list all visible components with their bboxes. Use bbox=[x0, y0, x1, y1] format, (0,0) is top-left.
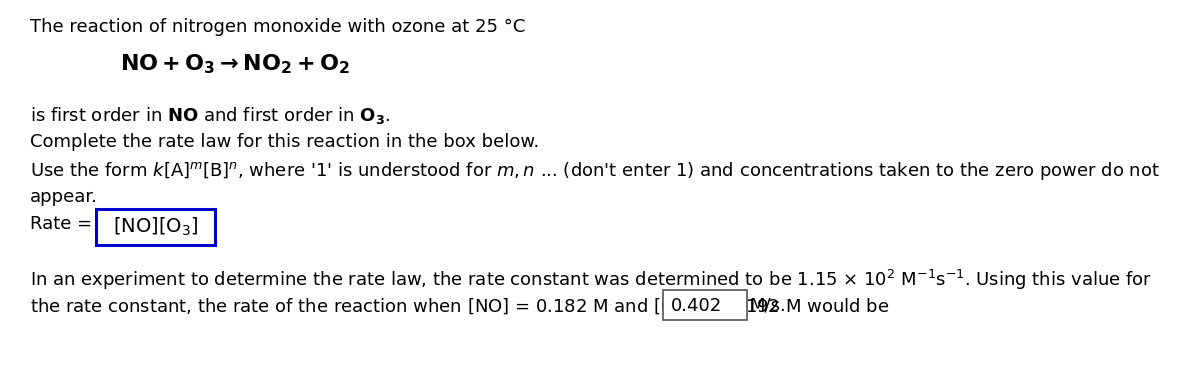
Text: In an experiment to determine the rate law, the rate constant was determined to : In an experiment to determine the rate l… bbox=[30, 268, 1152, 292]
Text: appear.: appear. bbox=[30, 188, 98, 206]
FancyBboxPatch shape bbox=[662, 290, 746, 320]
Text: Use the form $k[\mathrm{A}]^{m}[\mathrm{B}]^{n}$, where '1' is understood for $m: Use the form $k[\mathrm{A}]^{m}[\mathrm{… bbox=[30, 160, 1160, 182]
Text: M/s.: M/s. bbox=[749, 296, 786, 314]
Text: The reaction of nitrogen monoxide with ozone at 25 °C: The reaction of nitrogen monoxide with o… bbox=[30, 18, 526, 36]
FancyBboxPatch shape bbox=[96, 209, 215, 245]
Text: $\mathbf{NO + O_3 \rightarrow NO_2 + O_2}$: $\mathbf{NO + O_3 \rightarrow NO_2 + O_2… bbox=[120, 52, 350, 76]
Text: is first order in $\mathbf{NO}$ and first order in $\mathbf{O_3}$.: is first order in $\mathbf{NO}$ and firs… bbox=[30, 105, 390, 126]
Text: the rate constant, the rate of the reaction when $[\mathrm{NO}]$ = 0.182 M and $: the rate constant, the rate of the react… bbox=[30, 296, 890, 317]
Text: 0.402: 0.402 bbox=[671, 297, 722, 315]
Text: Complete the rate law for this reaction in the box below.: Complete the rate law for this reaction … bbox=[30, 133, 539, 151]
Text: Rate =: Rate = bbox=[30, 215, 98, 233]
Text: $[\mathrm{NO}][\mathrm{O}_3]$: $[\mathrm{NO}][\mathrm{O}_3]$ bbox=[113, 216, 198, 238]
